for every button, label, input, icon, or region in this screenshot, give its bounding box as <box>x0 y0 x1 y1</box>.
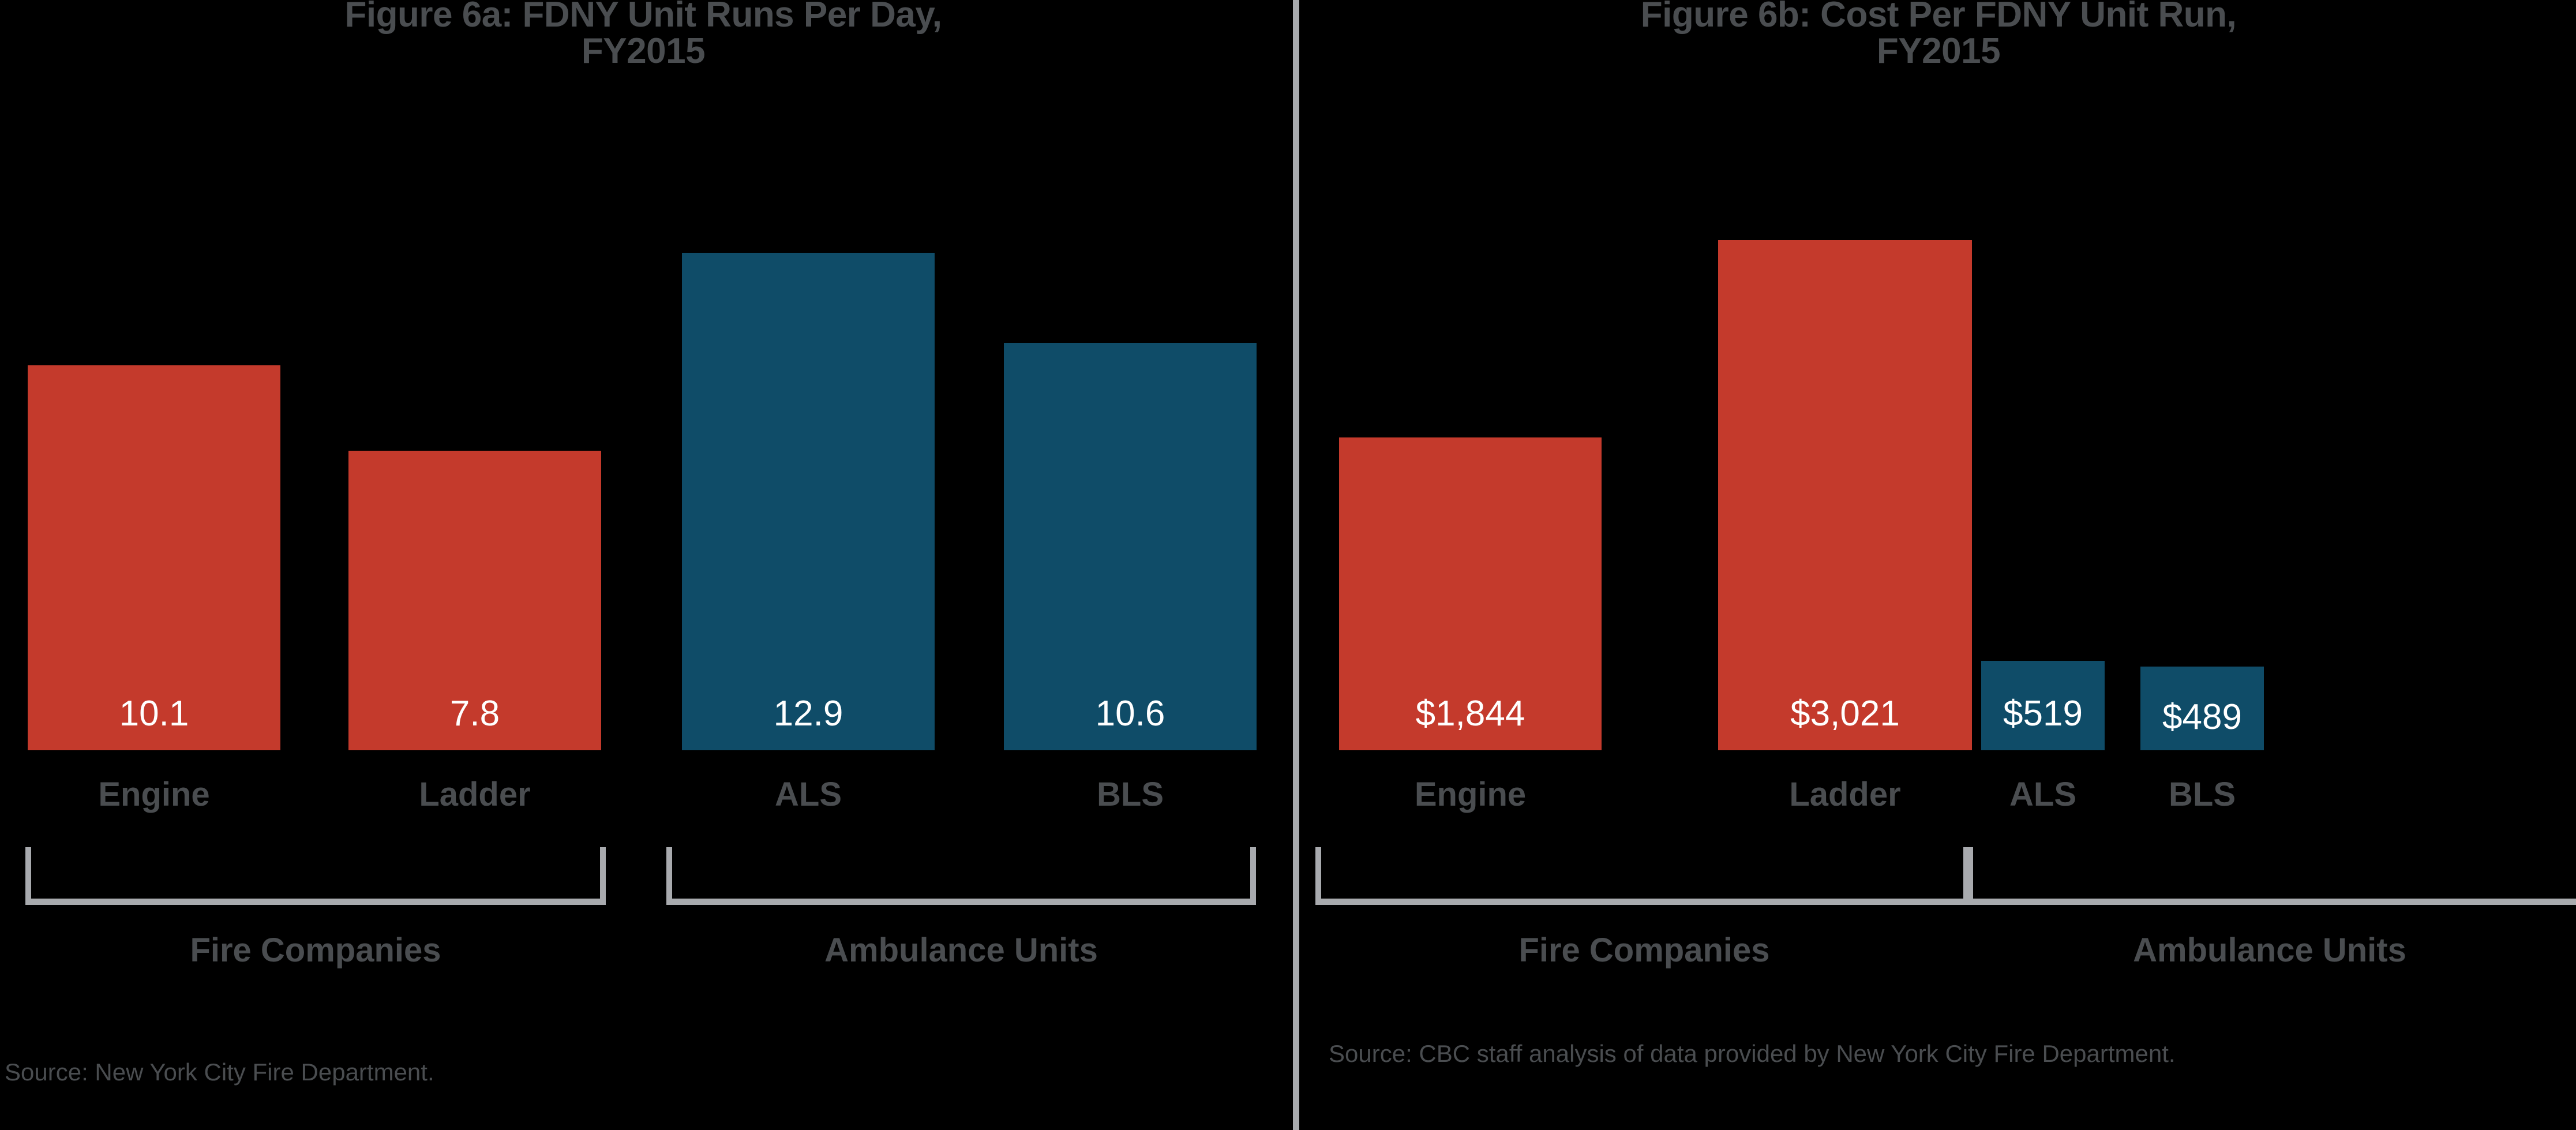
bar-bls-runs: 10.6 <box>1004 343 1257 750</box>
category-label-bls-6b: BLS <box>2169 776 2236 813</box>
group-bracket-ambulance-units-6b <box>1963 847 2576 905</box>
bracket-tick-left <box>1315 847 1321 905</box>
bracket-tick-left <box>1963 847 1969 905</box>
group-bracket-fire-companies-6a <box>25 847 606 905</box>
plot-area-6a: 10.1 7.8 12.9 10.6 Engine Ladder ALS BLS <box>0 0 1287 1130</box>
group-label-fire-companies-6a: Fire Companies <box>190 931 441 969</box>
source-note-6a: Source: New York City Fire Department. <box>5 1058 434 1086</box>
panel-divider <box>1293 0 1299 1130</box>
bar-ladder-cost: $3,021 <box>1718 240 1972 750</box>
category-label-ladder-6a: Ladder <box>419 776 531 813</box>
bar-value-als-cost: $519 <box>2003 694 2083 734</box>
bar-value-engine-runs: 10.1 <box>119 694 189 734</box>
bar-value-bls-runs: 10.6 <box>1095 694 1165 734</box>
bracket-tick-right <box>600 847 606 905</box>
bar-bls-cost: $489 <box>2140 667 2264 750</box>
group-label-ambulance-units-6a: Ambulance Units <box>824 931 1098 969</box>
bracket-baseline <box>25 899 606 905</box>
bracket-tick-left <box>666 847 672 905</box>
category-label-als-6a: ALS <box>775 776 842 813</box>
bar-als-runs: 12.9 <box>682 253 935 750</box>
bar-value-bls-cost: $489 <box>2162 697 2242 737</box>
bar-value-ladder-cost: $3,021 <box>1790 694 1900 734</box>
group-label-ambulance-units-6b: Ambulance Units <box>2133 931 2406 969</box>
chart-title-6b: Figure 6b: Cost Per FDNY Unit Run, FY201… <box>1640 0 2237 72</box>
plot-area-6b: $1,844 $3,021 $519 $489 Engine Ladder AL… <box>1301 0 2576 1130</box>
category-label-als-6b: ALS <box>2009 776 2076 813</box>
category-label-ladder-6b: Ladder <box>1789 776 1901 813</box>
bracket-tick-right <box>1967 847 1973 905</box>
bar-engine-cost: $1,844 <box>1339 437 1602 750</box>
bar-value-ladder-runs: 7.8 <box>449 694 500 734</box>
category-label-bls-6a: BLS <box>1097 776 1164 813</box>
bracket-baseline <box>1963 899 2576 905</box>
chart-panel-figure-6b: Figure 6b: Cost Per FDNY Unit Run, FY201… <box>1301 0 2576 1130</box>
category-label-engine-6b: Engine <box>1414 776 1527 813</box>
chart-panel-figure-6a: Figure 6a: FDNY Unit Runs Per Day, FY201… <box>0 0 1287 1130</box>
chart-title-6a: Figure 6a: FDNY Unit Runs Per Day, FY201… <box>344 0 942 72</box>
bar-value-als-runs: 12.9 <box>773 694 843 734</box>
bar-als-cost: $519 <box>1981 661 2105 750</box>
bar-ladder-runs: 7.8 <box>348 451 601 750</box>
bar-engine-runs: 10.1 <box>28 365 280 750</box>
group-label-fire-companies-6b: Fire Companies <box>1518 931 1770 969</box>
category-label-engine-6a: Engine <box>98 776 210 813</box>
bar-value-engine-cost: $1,844 <box>1415 694 1525 734</box>
bracket-baseline <box>666 899 1256 905</box>
source-note-6b: Source: CBC staff analysis of data provi… <box>1329 1040 2176 1067</box>
group-bracket-ambulance-units-6a <box>666 847 1256 905</box>
bracket-tick-right <box>1250 847 1256 905</box>
bracket-tick-left <box>25 847 31 905</box>
bracket-baseline <box>1315 899 1973 905</box>
group-bracket-fire-companies-6b <box>1315 847 1973 905</box>
